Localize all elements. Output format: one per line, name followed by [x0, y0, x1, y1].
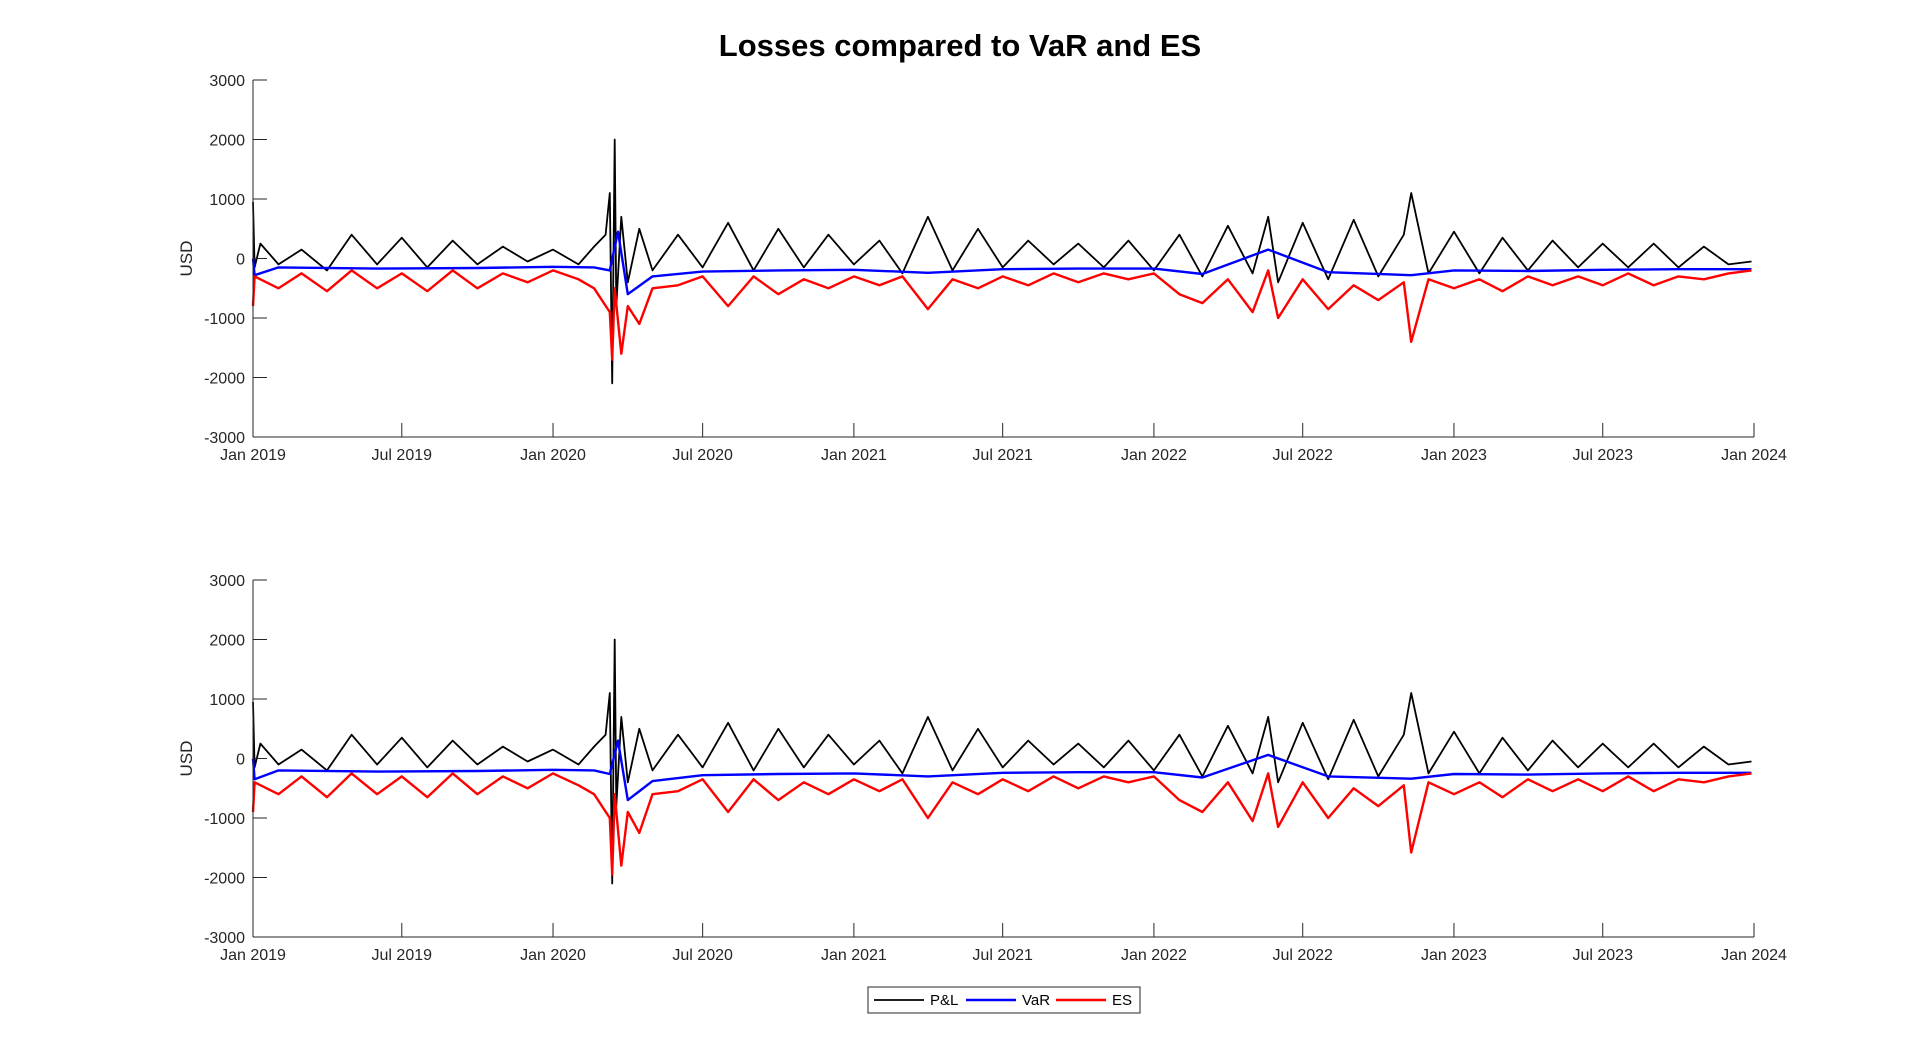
chart-title: Losses compared to VaR and ES [718, 28, 1202, 63]
y-tick-label: -1000 [204, 311, 245, 328]
y-tick-label: -1000 [204, 811, 245, 828]
x-tick-label: Jan 2020 [520, 947, 586, 964]
y-tick-label: -3000 [204, 430, 245, 447]
y-tick-label: 1000 [209, 692, 245, 709]
legend: P&L VaR ES [867, 986, 1141, 1014]
x-tick-label: Jan 2019 [220, 447, 286, 464]
top-panel: -3000 -2000 -1000 0 1000 2000 3000 Jan 2019 Jul … [177, 73, 1787, 464]
x-tick-label: Jul 2019 [372, 447, 433, 464]
y-tick-label: 2000 [209, 133, 245, 150]
legend-label: P&L [930, 992, 958, 1009]
y-axis-label: USD [177, 741, 196, 777]
x-tick-label: Jul 2023 [1572, 447, 1633, 464]
series-es-line [251, 269, 1752, 361]
x-tick-label: Jan 2021 [821, 947, 887, 964]
series-pl-line [252, 138, 1752, 385]
series-pl-line [252, 638, 1752, 885]
y-tick-label: 2000 [209, 633, 245, 650]
series-var-line [251, 230, 1752, 296]
y-tick-label: 3000 [209, 573, 245, 590]
y-tick-label: -3000 [204, 930, 245, 947]
bottom-panel: -3000 -2000 -1000 0 1000 2000 3000 Jan 2019 Jul … [177, 573, 1787, 964]
series-var-line [251, 739, 1752, 802]
legend-label: VaR [1022, 992, 1050, 1009]
x-tick-label: Jan 2024 [1721, 947, 1787, 964]
x-tick-label: Jul 2020 [672, 447, 733, 464]
x-tick-label: Jan 2024 [1721, 447, 1787, 464]
x-tick-label: Jul 2022 [1272, 447, 1333, 464]
x-tick-label: Jan 2023 [1421, 447, 1487, 464]
x-tick-label: Jul 2021 [972, 947, 1033, 964]
y-tick-label: 0 [236, 252, 245, 269]
x-tick-label: Jan 2019 [220, 947, 286, 964]
x-tick-label: Jan 2023 [1421, 947, 1487, 964]
x-tick-label: Jul 2019 [372, 947, 433, 964]
x-tick-label: Jul 2020 [672, 947, 733, 964]
legend-label: ES [1112, 992, 1132, 1009]
x-tick-label: Jan 2022 [1121, 447, 1187, 464]
x-tick-label: Jan 2022 [1121, 947, 1187, 964]
x-tick-label: Jul 2021 [972, 447, 1033, 464]
y-tick-label: 3000 [209, 73, 245, 90]
x-tick-label: Jan 2021 [821, 447, 887, 464]
y-tick-label: -2000 [204, 371, 245, 388]
y-tick-label: 0 [236, 752, 245, 769]
series-es-line [251, 772, 1752, 876]
x-tick-label: Jul 2022 [1272, 947, 1333, 964]
x-tick-label: Jan 2020 [520, 447, 586, 464]
y-axis-label: USD [177, 241, 196, 277]
y-tick-label: 1000 [209, 192, 245, 209]
y-tick-label: -2000 [204, 871, 245, 888]
x-tick-label: Jul 2023 [1572, 947, 1633, 964]
